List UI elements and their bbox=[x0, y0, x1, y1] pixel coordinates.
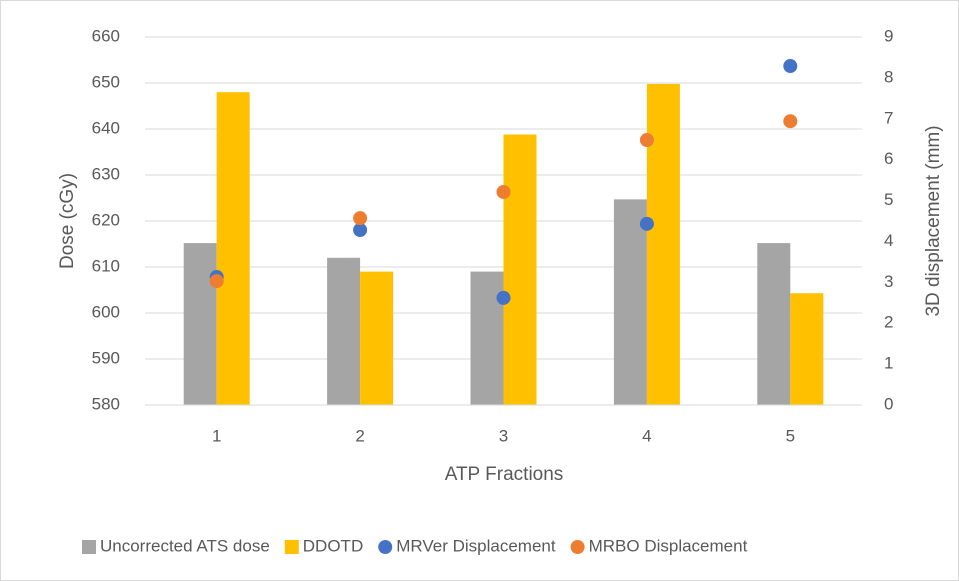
y-tick-label: 640 bbox=[92, 118, 120, 137]
y2-tick-label: 9 bbox=[884, 26, 893, 45]
bar bbox=[503, 134, 537, 405]
y2-tick-label: 4 bbox=[884, 231, 893, 250]
y2-tick-label: 3 bbox=[884, 272, 893, 291]
y-tick-label: 650 bbox=[92, 72, 120, 91]
point bbox=[353, 222, 368, 237]
bar bbox=[216, 92, 250, 405]
y-tick-label: 590 bbox=[92, 348, 120, 367]
point bbox=[209, 274, 224, 289]
y2-tick-label: 5 bbox=[884, 190, 893, 209]
bar bbox=[613, 199, 647, 405]
point bbox=[639, 216, 654, 231]
bar bbox=[790, 293, 824, 405]
bar bbox=[360, 271, 394, 405]
point bbox=[353, 211, 368, 226]
y2-tick-label: 0 bbox=[884, 394, 893, 413]
legend-label: Uncorrected ATS dose bbox=[100, 536, 270, 555]
point bbox=[783, 114, 798, 129]
bar bbox=[183, 243, 217, 405]
legend-label: MRBO Displacement bbox=[589, 536, 748, 555]
point bbox=[783, 59, 798, 74]
x-tick-label: 4 bbox=[642, 426, 651, 445]
legend-label: MRVer Displacement bbox=[396, 536, 556, 555]
bar bbox=[327, 257, 361, 405]
point bbox=[639, 133, 654, 148]
legend-swatch bbox=[284, 540, 299, 554]
y2-tick-label: 1 bbox=[884, 354, 893, 373]
y2-axis-title: 3D displacement (mm) bbox=[923, 125, 944, 316]
legend-swatch bbox=[570, 540, 585, 554]
y2-tick-label: 8 bbox=[884, 67, 893, 86]
legend-swatch bbox=[82, 540, 96, 554]
point bbox=[496, 290, 511, 305]
y-tick-label: 580 bbox=[92, 394, 120, 413]
y2-tick-label: 2 bbox=[884, 313, 893, 332]
x-tick-label: 1 bbox=[212, 426, 221, 445]
y-tick-label: 620 bbox=[92, 210, 120, 229]
x-tick-label: 3 bbox=[499, 426, 508, 445]
legend-swatch bbox=[378, 540, 393, 554]
y-tick-label: 600 bbox=[92, 302, 120, 321]
x-tick-label: 5 bbox=[786, 426, 795, 445]
x-tick-label: 2 bbox=[355, 426, 364, 445]
y2-tick-label: 7 bbox=[884, 108, 893, 127]
y-tick-label: 610 bbox=[92, 256, 120, 275]
bar bbox=[646, 83, 680, 406]
bar bbox=[470, 271, 504, 405]
y-axis-title: Dose (cGy) bbox=[57, 173, 78, 269]
x-axis-title: ATP Fractions bbox=[445, 464, 564, 485]
y-tick-label: 630 bbox=[92, 164, 120, 183]
y2-tick-label: 6 bbox=[884, 149, 893, 168]
bar bbox=[757, 243, 791, 405]
y-tick-label: 660 bbox=[92, 26, 120, 45]
point bbox=[496, 184, 511, 199]
legend-label: DDOTD bbox=[303, 536, 363, 555]
